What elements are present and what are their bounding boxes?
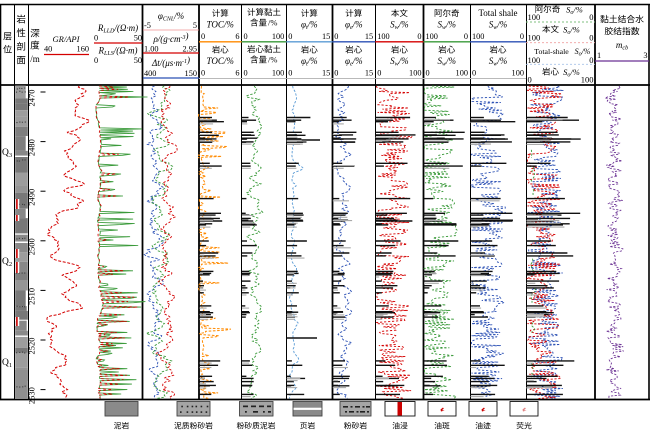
svg-text:Total-shale: Total-shale <box>534 47 569 56</box>
svg-text:0: 0 <box>377 69 381 78</box>
svg-text:2.95: 2.95 <box>182 45 197 54</box>
svg-text:Q2: Q2 <box>2 257 12 268</box>
svg-text:100: 100 <box>409 69 421 78</box>
svg-text:0: 0 <box>589 12 593 22</box>
svg-text:2470: 2470 <box>27 90 37 107</box>
svg-text:RLLS/(Ω·m): RLLS/(Ω·m) <box>98 46 138 58</box>
svg-text:0: 0 <box>201 32 205 41</box>
svg-text:6: 6 <box>235 69 239 78</box>
svg-text:Q1: Q1 <box>2 358 12 369</box>
svg-text:2530: 2530 <box>27 387 37 404</box>
svg-text:So/%: So/% <box>563 67 580 79</box>
svg-text:Sw/%: Sw/% <box>438 56 457 68</box>
svg-text:0: 0 <box>528 75 532 85</box>
svg-text:0: 0 <box>288 69 292 78</box>
svg-text:50: 50 <box>134 56 142 65</box>
svg-text:0: 0 <box>244 69 248 78</box>
svg-text:0: 0 <box>464 32 468 41</box>
svg-text:TOC/%: TOC/% <box>207 20 234 30</box>
svg-text:100: 100 <box>272 69 284 78</box>
svg-text:5: 5 <box>193 21 197 30</box>
svg-text:40: 40 <box>44 45 52 54</box>
svg-text:0: 0 <box>589 55 593 65</box>
svg-text:0: 0 <box>94 56 98 65</box>
svg-text:RLLD/(Ω·m): RLLD/(Ω·m) <box>97 23 138 35</box>
svg-text:100: 100 <box>512 69 524 78</box>
svg-text:160: 160 <box>77 45 89 54</box>
svg-text:Total shale: Total shale <box>478 8 517 18</box>
svg-text:100: 100 <box>456 69 468 78</box>
svg-text:0: 0 <box>334 69 338 78</box>
svg-text:Sw/%: Sw/% <box>489 20 508 32</box>
svg-text:15: 15 <box>365 32 373 41</box>
svg-text:0: 0 <box>94 34 98 43</box>
svg-text:400: 400 <box>144 69 156 78</box>
svg-text:-5: -5 <box>144 21 151 30</box>
svg-text:0: 0 <box>426 69 430 78</box>
svg-text:2520: 2520 <box>27 338 37 355</box>
svg-text:15: 15 <box>322 69 330 78</box>
svg-text:0: 0 <box>244 32 248 41</box>
svg-text:1: 1 <box>597 51 601 60</box>
svg-text:φCNL/%: φCNL/% <box>158 11 184 23</box>
svg-text:100: 100 <box>377 32 389 41</box>
svg-text:So/%: So/% <box>575 47 591 58</box>
svg-text:100: 100 <box>528 55 541 65</box>
svg-text:0: 0 <box>201 69 205 78</box>
svg-text:TOC/%: TOC/% <box>207 56 234 66</box>
svg-text:0: 0 <box>288 32 292 41</box>
svg-text:/%: /% <box>268 18 277 28</box>
svg-text:100: 100 <box>528 12 541 22</box>
svg-text:Q3: Q3 <box>2 148 12 159</box>
svg-text:100: 100 <box>272 32 284 41</box>
svg-text:ρ/(g·cm-3): ρ/(g·cm-3) <box>152 31 188 44</box>
svg-text:/m: /m <box>30 54 40 64</box>
svg-text:2480: 2480 <box>27 139 37 156</box>
svg-text:6: 6 <box>235 32 239 41</box>
svg-text:φe/%: φe/% <box>345 56 363 68</box>
svg-text:100: 100 <box>426 32 438 41</box>
svg-text:Δt/(μs·m-1): Δt/(μs·m-1) <box>151 55 190 68</box>
svg-text:φe/%: φe/% <box>345 20 363 32</box>
svg-text:So/%: So/% <box>566 5 583 17</box>
svg-text:Sw/%: Sw/% <box>489 56 508 68</box>
svg-text:2510: 2510 <box>27 288 37 305</box>
svg-text:φt/%: φt/% <box>301 20 318 32</box>
svg-text:100: 100 <box>581 75 594 85</box>
svg-text:Sw/%: Sw/% <box>438 20 457 32</box>
svg-text:0: 0 <box>589 33 593 43</box>
svg-text:/%: /% <box>268 55 277 65</box>
svg-text:So/%: So/% <box>563 25 580 37</box>
svg-text:mcb: mcb <box>616 40 628 52</box>
svg-text:0: 0 <box>520 32 524 41</box>
svg-text:GR/API: GR/API <box>53 34 81 44</box>
svg-text:15: 15 <box>365 69 373 78</box>
svg-text:0: 0 <box>472 69 476 78</box>
svg-text:0: 0 <box>417 32 421 41</box>
svg-text:100: 100 <box>472 32 484 41</box>
svg-text:Sw/%: Sw/% <box>390 56 409 68</box>
svg-text:φt/%: φt/% <box>301 56 318 68</box>
svg-text:0: 0 <box>334 32 338 41</box>
svg-text:150: 150 <box>185 69 197 78</box>
svg-text:1.00: 1.00 <box>144 45 159 54</box>
svg-text:100: 100 <box>528 33 541 43</box>
svg-text:15: 15 <box>322 32 330 41</box>
svg-text:2500: 2500 <box>27 238 37 255</box>
svg-text:50: 50 <box>134 34 142 43</box>
svg-text:Sw/%: Sw/% <box>390 20 409 32</box>
svg-text:2490: 2490 <box>27 189 37 206</box>
svg-text:3: 3 <box>643 51 647 60</box>
